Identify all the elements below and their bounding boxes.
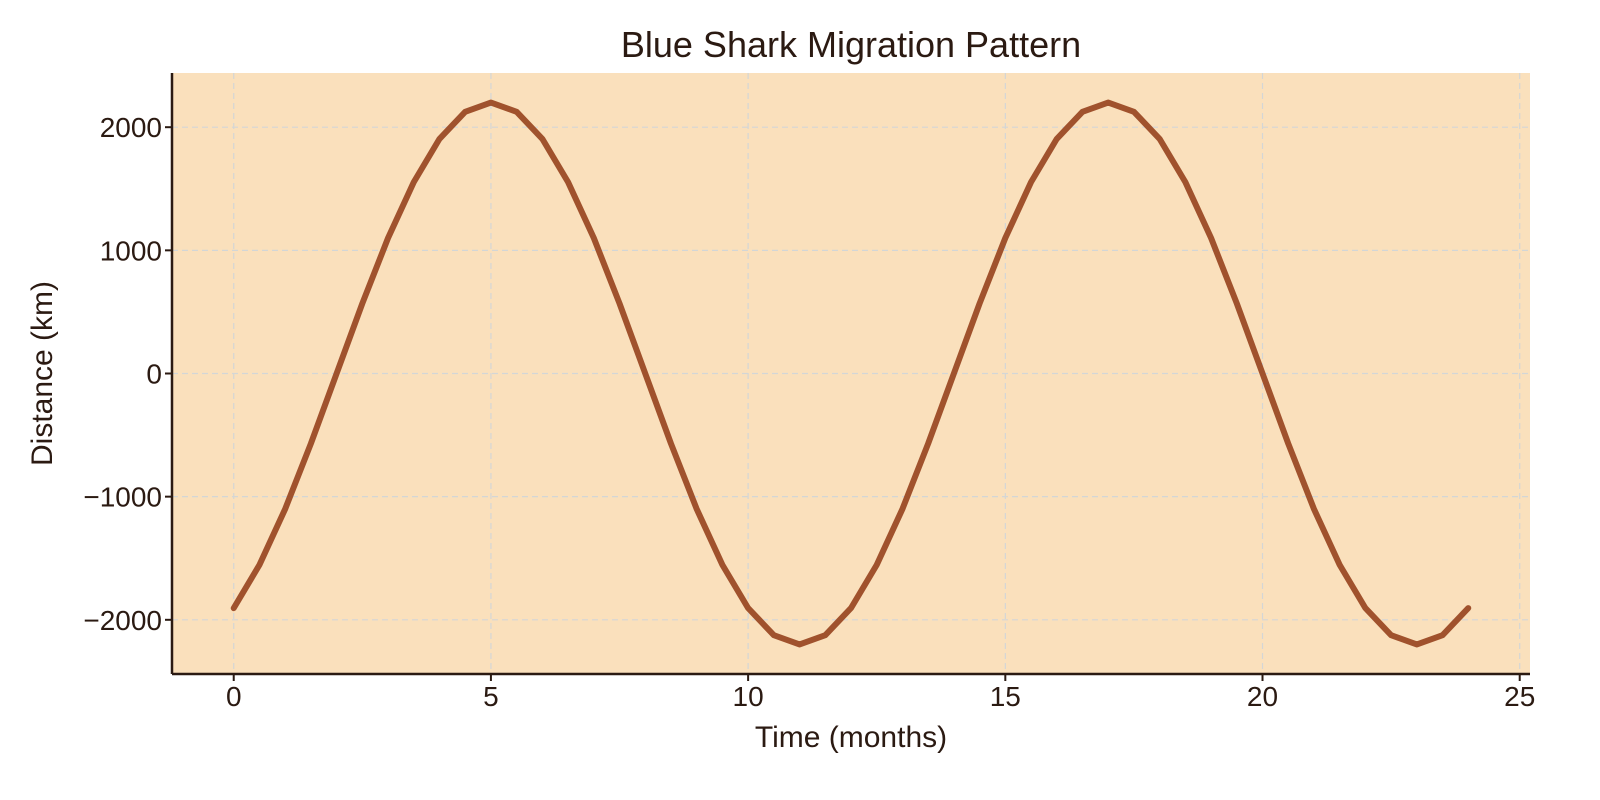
x-tick-label-1: 5 [483, 681, 499, 712]
x-tick-label-0: 0 [226, 681, 242, 712]
x-tick-label-5: 25 [1504, 681, 1535, 712]
chart-title: Blue Shark Migration Pattern [621, 24, 1081, 65]
y-tick-label-1: 1000 [100, 235, 162, 266]
x-tick-label-3: 15 [990, 681, 1021, 712]
tick-labels: 0 5 10 15 20 25 2000 1000 0 −1000 −2000 [83, 112, 1535, 712]
x-tick-label-4: 20 [1247, 681, 1278, 712]
y-tick-label-3: −1000 [83, 482, 162, 513]
x-axis-label: Time (months) [755, 721, 947, 754]
y-tick-label-0: 2000 [100, 112, 162, 143]
y-tick-label-4: −2000 [83, 605, 162, 636]
grid-lines [172, 73, 1530, 674]
x-tick-label-2: 10 [733, 681, 764, 712]
y-axis-label: Distance (km) [26, 281, 59, 466]
series-line [230, 99, 1472, 648]
y-tick-label-2: 0 [146, 359, 162, 390]
